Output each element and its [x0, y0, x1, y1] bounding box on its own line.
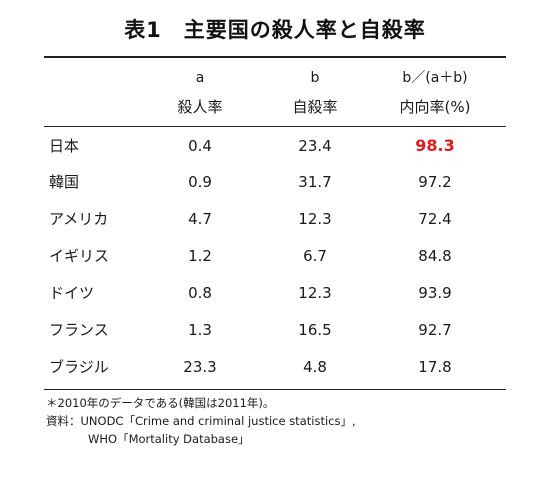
row-homicide-rate: 1.2	[188, 247, 212, 265]
row-inward-rate-highlight: 98.3	[415, 136, 455, 155]
row-country: ブラジル	[49, 358, 109, 376]
row-inward-rate: 97.2	[418, 173, 452, 191]
row-suicide-rate: 23.4	[298, 137, 332, 155]
row-country: 韓国	[49, 173, 80, 191]
row-homicide-rate: 23.3	[183, 358, 217, 376]
header-rule	[44, 126, 506, 127]
row-inward-rate: 93.9	[418, 284, 452, 302]
column-a-label: 殺人率	[177, 98, 223, 116]
footnote-year: ＊2010年のデータである(韓国は2011年)。	[46, 396, 275, 410]
row-homicide-rate: 4.7	[188, 210, 212, 228]
column-b-label: 自殺率	[292, 98, 338, 116]
row-country: ドイツ	[49, 284, 95, 302]
column-b-letter: b	[310, 70, 320, 86]
row-suicide-rate: 31.7	[298, 173, 332, 191]
row-suicide-rate: 12.3	[298, 284, 332, 302]
row-homicide-rate: 0.9	[188, 173, 212, 191]
top-rule	[44, 56, 506, 58]
row-suicide-rate: 6.7	[303, 247, 327, 265]
row-suicide-rate: 4.8	[303, 358, 327, 376]
row-country: 日本	[49, 137, 80, 155]
row-country: フランス	[49, 321, 109, 339]
row-homicide-rate: 0.8	[188, 284, 212, 302]
bottom-rule	[44, 389, 506, 390]
row-country: イギリス	[49, 247, 110, 265]
row-homicide-rate: 0.4	[188, 137, 212, 155]
row-inward-rate: 17.8	[418, 358, 452, 376]
row-suicide-rate: 16.5	[298, 321, 332, 339]
row-country: アメリカ	[49, 210, 109, 228]
row-inward-rate: 92.7	[418, 321, 452, 339]
table-title: 表1 主要国の殺人率と自殺率	[124, 18, 426, 42]
row-homicide-rate: 1.3	[188, 321, 212, 339]
row-suicide-rate: 12.3	[298, 210, 332, 228]
column-ratio-formula: b／(a＋b)	[402, 70, 468, 86]
source-note: 資料：UNODC「Crime and criminal justice stat…	[46, 414, 356, 428]
row-inward-rate: 84.8	[418, 247, 452, 265]
column-ratio-label: 内向率(%)	[399, 98, 471, 116]
source-note-continued: WHO「Mortality Database」	[88, 432, 250, 446]
row-inward-rate: 72.4	[418, 210, 452, 228]
column-a-letter: a	[195, 70, 205, 86]
